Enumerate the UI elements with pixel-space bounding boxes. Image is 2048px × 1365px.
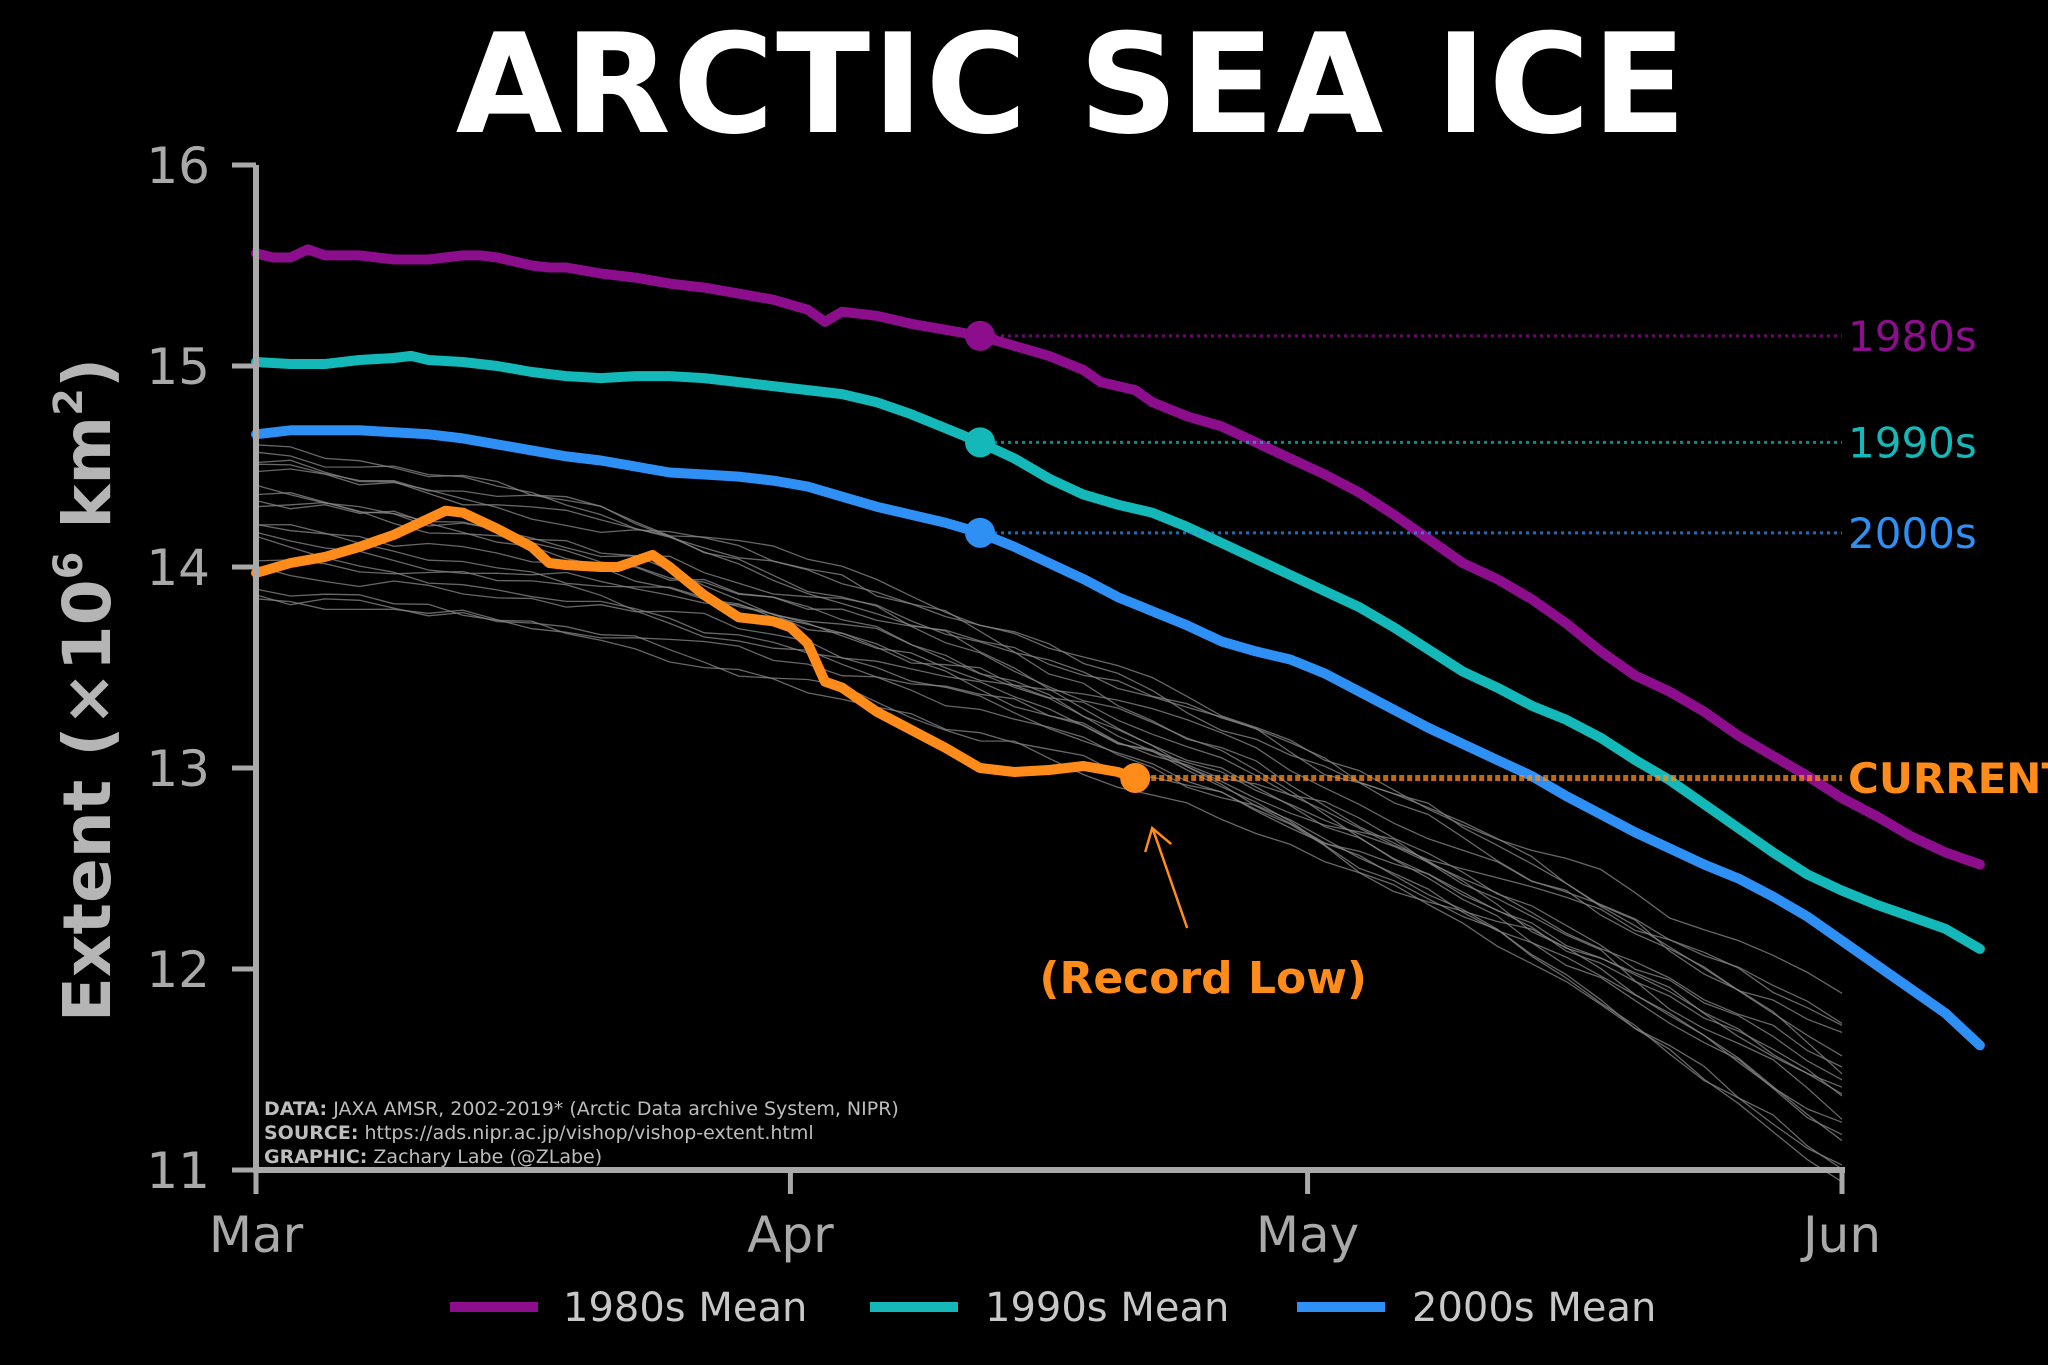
year-line (255, 468, 1843, 994)
tick-labels: 11 12 13 14 15 16 Mar Apr May Jun (146, 137, 1881, 1264)
credit-source: SOURCE: https://ads.nipr.ac.jp/vishop/vi… (264, 1122, 814, 1144)
axes (232, 162, 1845, 1194)
year-line (255, 598, 1843, 1025)
credit-data-key: DATA: (264, 1098, 327, 1120)
y-tick-label: 16 (146, 137, 210, 195)
series-line-m2000 (251, 425, 1985, 1051)
credit-source-text: https://ads.nipr.ac.jp/vishop/vishop-ext… (358, 1122, 813, 1144)
credit-source-key: SOURCE: (264, 1122, 358, 1144)
marker-m1980 (965, 320, 996, 351)
y-axis-label-main: Extent (×10 (49, 579, 126, 1022)
y-axis-label: Extent (×106 km2) (46, 358, 126, 1022)
legend-label-2000s: 2000s Mean (1412, 1285, 1656, 1331)
x-tick-label: May (1256, 1206, 1359, 1264)
year-line (255, 588, 1843, 1095)
marker-m2000 (965, 517, 996, 548)
x-tick-label: Apr (747, 1206, 834, 1264)
credit-data: DATA: JAXA AMSR, 2002-2019* (Arctic Data… (264, 1098, 899, 1120)
x-tick-label: Mar (209, 1206, 304, 1264)
credit-graphic-text: Zachary Labe (@ZLabe) (367, 1146, 602, 1168)
series-line-m1990 (251, 350, 1985, 954)
marker-current (1120, 763, 1151, 794)
credit-data-text: JAXA AMSR, 2002-2019* (Arctic Data archi… (327, 1098, 899, 1120)
year-line (255, 531, 1843, 1034)
end-label-m1990: 1990s (1848, 418, 1977, 467)
series-line-m1980 (251, 244, 1985, 870)
y-tick-label: 13 (146, 740, 210, 798)
y-axis-label-unit: km (49, 416, 126, 552)
markers (965, 320, 1151, 794)
end-labels: 1980s 1990s 2000s CURRENT (1848, 312, 2048, 803)
y-tick-label: 12 (146, 941, 210, 999)
y-tick-label: 15 (146, 338, 210, 396)
credit-graphic: GRAPHIC: Zachary Labe (@ZLabe) (264, 1146, 602, 1168)
legend: 1980s Mean 1990s Mean 2000s Mean (450, 1285, 1656, 1331)
year-line (255, 594, 1843, 1088)
x-tick-label: Jun (1800, 1206, 1881, 1264)
year-line (255, 535, 1843, 1166)
y-axis-label-exp2: 2 (46, 388, 92, 416)
y-axis-label-exp: 6 (46, 552, 92, 580)
record-low-arrow (1152, 829, 1189, 929)
end-label-m2000: 2000s (1848, 509, 1977, 558)
y-axis-label-close: ) (49, 358, 126, 388)
y-tick-label: 11 (146, 1142, 210, 1200)
end-label-m1980: 1980s (1848, 312, 1977, 361)
legend-label-1980s: 1980s Mean (563, 1285, 807, 1331)
legend-label-1990s: 1990s Mean (985, 1285, 1229, 1331)
year-line (255, 459, 1843, 1135)
year-line (255, 559, 1843, 1123)
series-line-current (251, 505, 1141, 784)
credit-graphic-key: GRAPHIC: (264, 1146, 367, 1168)
year-line (255, 463, 1843, 1075)
record-low-arrowhead (1143, 825, 1173, 853)
chart-title: ARCTIC SEA ICE (456, 4, 1689, 165)
year-line (255, 451, 1843, 1142)
decadal-mean-lines (251, 244, 1985, 1051)
reference-lines (980, 334, 1842, 782)
year-line (255, 565, 1843, 1068)
end-label-current: CURRENT (1848, 754, 2048, 803)
y-tick-label: 14 (146, 539, 210, 597)
marker-m1990 (965, 427, 996, 458)
record-low-annotation: (Record Low) (1039, 953, 1367, 1004)
